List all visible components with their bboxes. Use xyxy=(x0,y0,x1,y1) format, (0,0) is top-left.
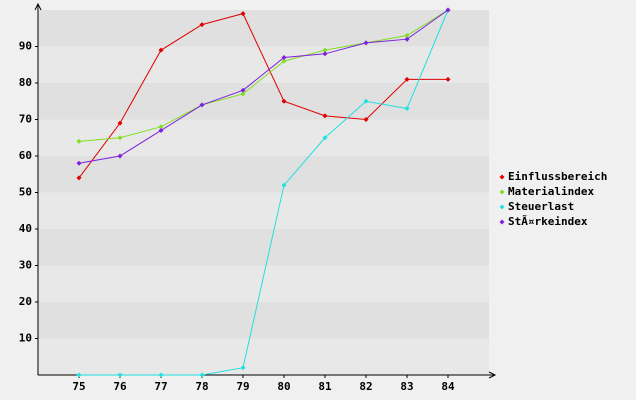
y-tick-label: 30 xyxy=(19,259,32,272)
plot-band xyxy=(38,192,489,229)
data-point xyxy=(199,22,205,28)
data-point xyxy=(158,47,164,53)
x-tick-label: 82 xyxy=(359,380,372,393)
data-point xyxy=(363,98,369,104)
data-point xyxy=(240,87,246,93)
y-tick-label: 40 xyxy=(19,222,32,235)
plot-band xyxy=(38,338,489,375)
legend-marker xyxy=(499,204,505,210)
y-tick-label: 10 xyxy=(19,332,32,345)
data-point xyxy=(199,102,205,108)
y-tick-label: 60 xyxy=(19,149,32,162)
series-line xyxy=(79,9,449,376)
data-point xyxy=(322,47,328,53)
series-line xyxy=(78,9,449,164)
legend-marker xyxy=(499,189,505,195)
y-tick-label: 20 xyxy=(19,295,32,308)
plot-band xyxy=(38,302,489,339)
plot-band xyxy=(38,265,489,302)
data-point xyxy=(117,135,123,141)
data-point xyxy=(322,113,328,119)
data-point xyxy=(158,127,164,133)
data-point xyxy=(322,135,328,141)
x-tick-label: 77 xyxy=(154,380,167,393)
data-point xyxy=(363,117,369,122)
data-point xyxy=(199,372,205,378)
data-point xyxy=(404,36,410,42)
y-tick-label: 70 xyxy=(19,113,32,126)
data-point xyxy=(445,76,451,82)
plot-band xyxy=(38,10,489,47)
data-point xyxy=(76,160,82,166)
data-point xyxy=(240,11,246,17)
data-point xyxy=(158,124,164,130)
legend-label: Einflussbereich xyxy=(508,170,607,183)
series-line xyxy=(78,13,448,179)
plot-band xyxy=(38,229,489,266)
data-point xyxy=(404,33,410,39)
legend-label: Steuerlast xyxy=(508,200,574,213)
data-point xyxy=(281,58,287,64)
y-tick-label: 50 xyxy=(19,186,32,199)
x-tick-label: 81 xyxy=(318,380,332,393)
series-line xyxy=(78,9,449,142)
y-axis-arrow xyxy=(34,2,42,11)
x-tick-label: 75 xyxy=(72,380,85,393)
data-point xyxy=(76,175,82,181)
legend-label: Materialindex xyxy=(508,185,594,198)
y-tick-label: 90 xyxy=(19,40,32,53)
x-tick-label: 78 xyxy=(195,380,208,393)
data-point xyxy=(363,40,369,46)
data-point xyxy=(404,76,410,82)
data-point xyxy=(158,372,164,378)
data-point xyxy=(322,51,328,57)
plot-band xyxy=(38,83,489,120)
data-point xyxy=(281,98,287,104)
plot-band xyxy=(38,119,489,156)
y-tick-label: 80 xyxy=(19,76,32,89)
data-point xyxy=(445,7,451,13)
data-point xyxy=(281,182,287,188)
x-tick-label: 84 xyxy=(441,380,455,393)
plot-band xyxy=(38,156,489,193)
data-point xyxy=(404,106,410,112)
x-tick-label: 80 xyxy=(277,380,290,393)
legend-marker xyxy=(499,174,505,180)
legend-label: StÃ¤rkeindex xyxy=(508,215,588,228)
data-point xyxy=(76,138,82,144)
data-point xyxy=(281,54,287,60)
data-point xyxy=(117,153,123,159)
data-point xyxy=(117,120,123,126)
x-tick-label: 76 xyxy=(113,380,127,393)
x-axis-arrow xyxy=(488,371,497,379)
x-tick-label: 83 xyxy=(400,380,413,393)
x-tick-label: 79 xyxy=(236,380,249,393)
legend-marker xyxy=(499,219,505,225)
data-point xyxy=(240,91,246,97)
data-point xyxy=(76,372,82,378)
data-point xyxy=(117,372,123,378)
data-point xyxy=(240,365,246,371)
